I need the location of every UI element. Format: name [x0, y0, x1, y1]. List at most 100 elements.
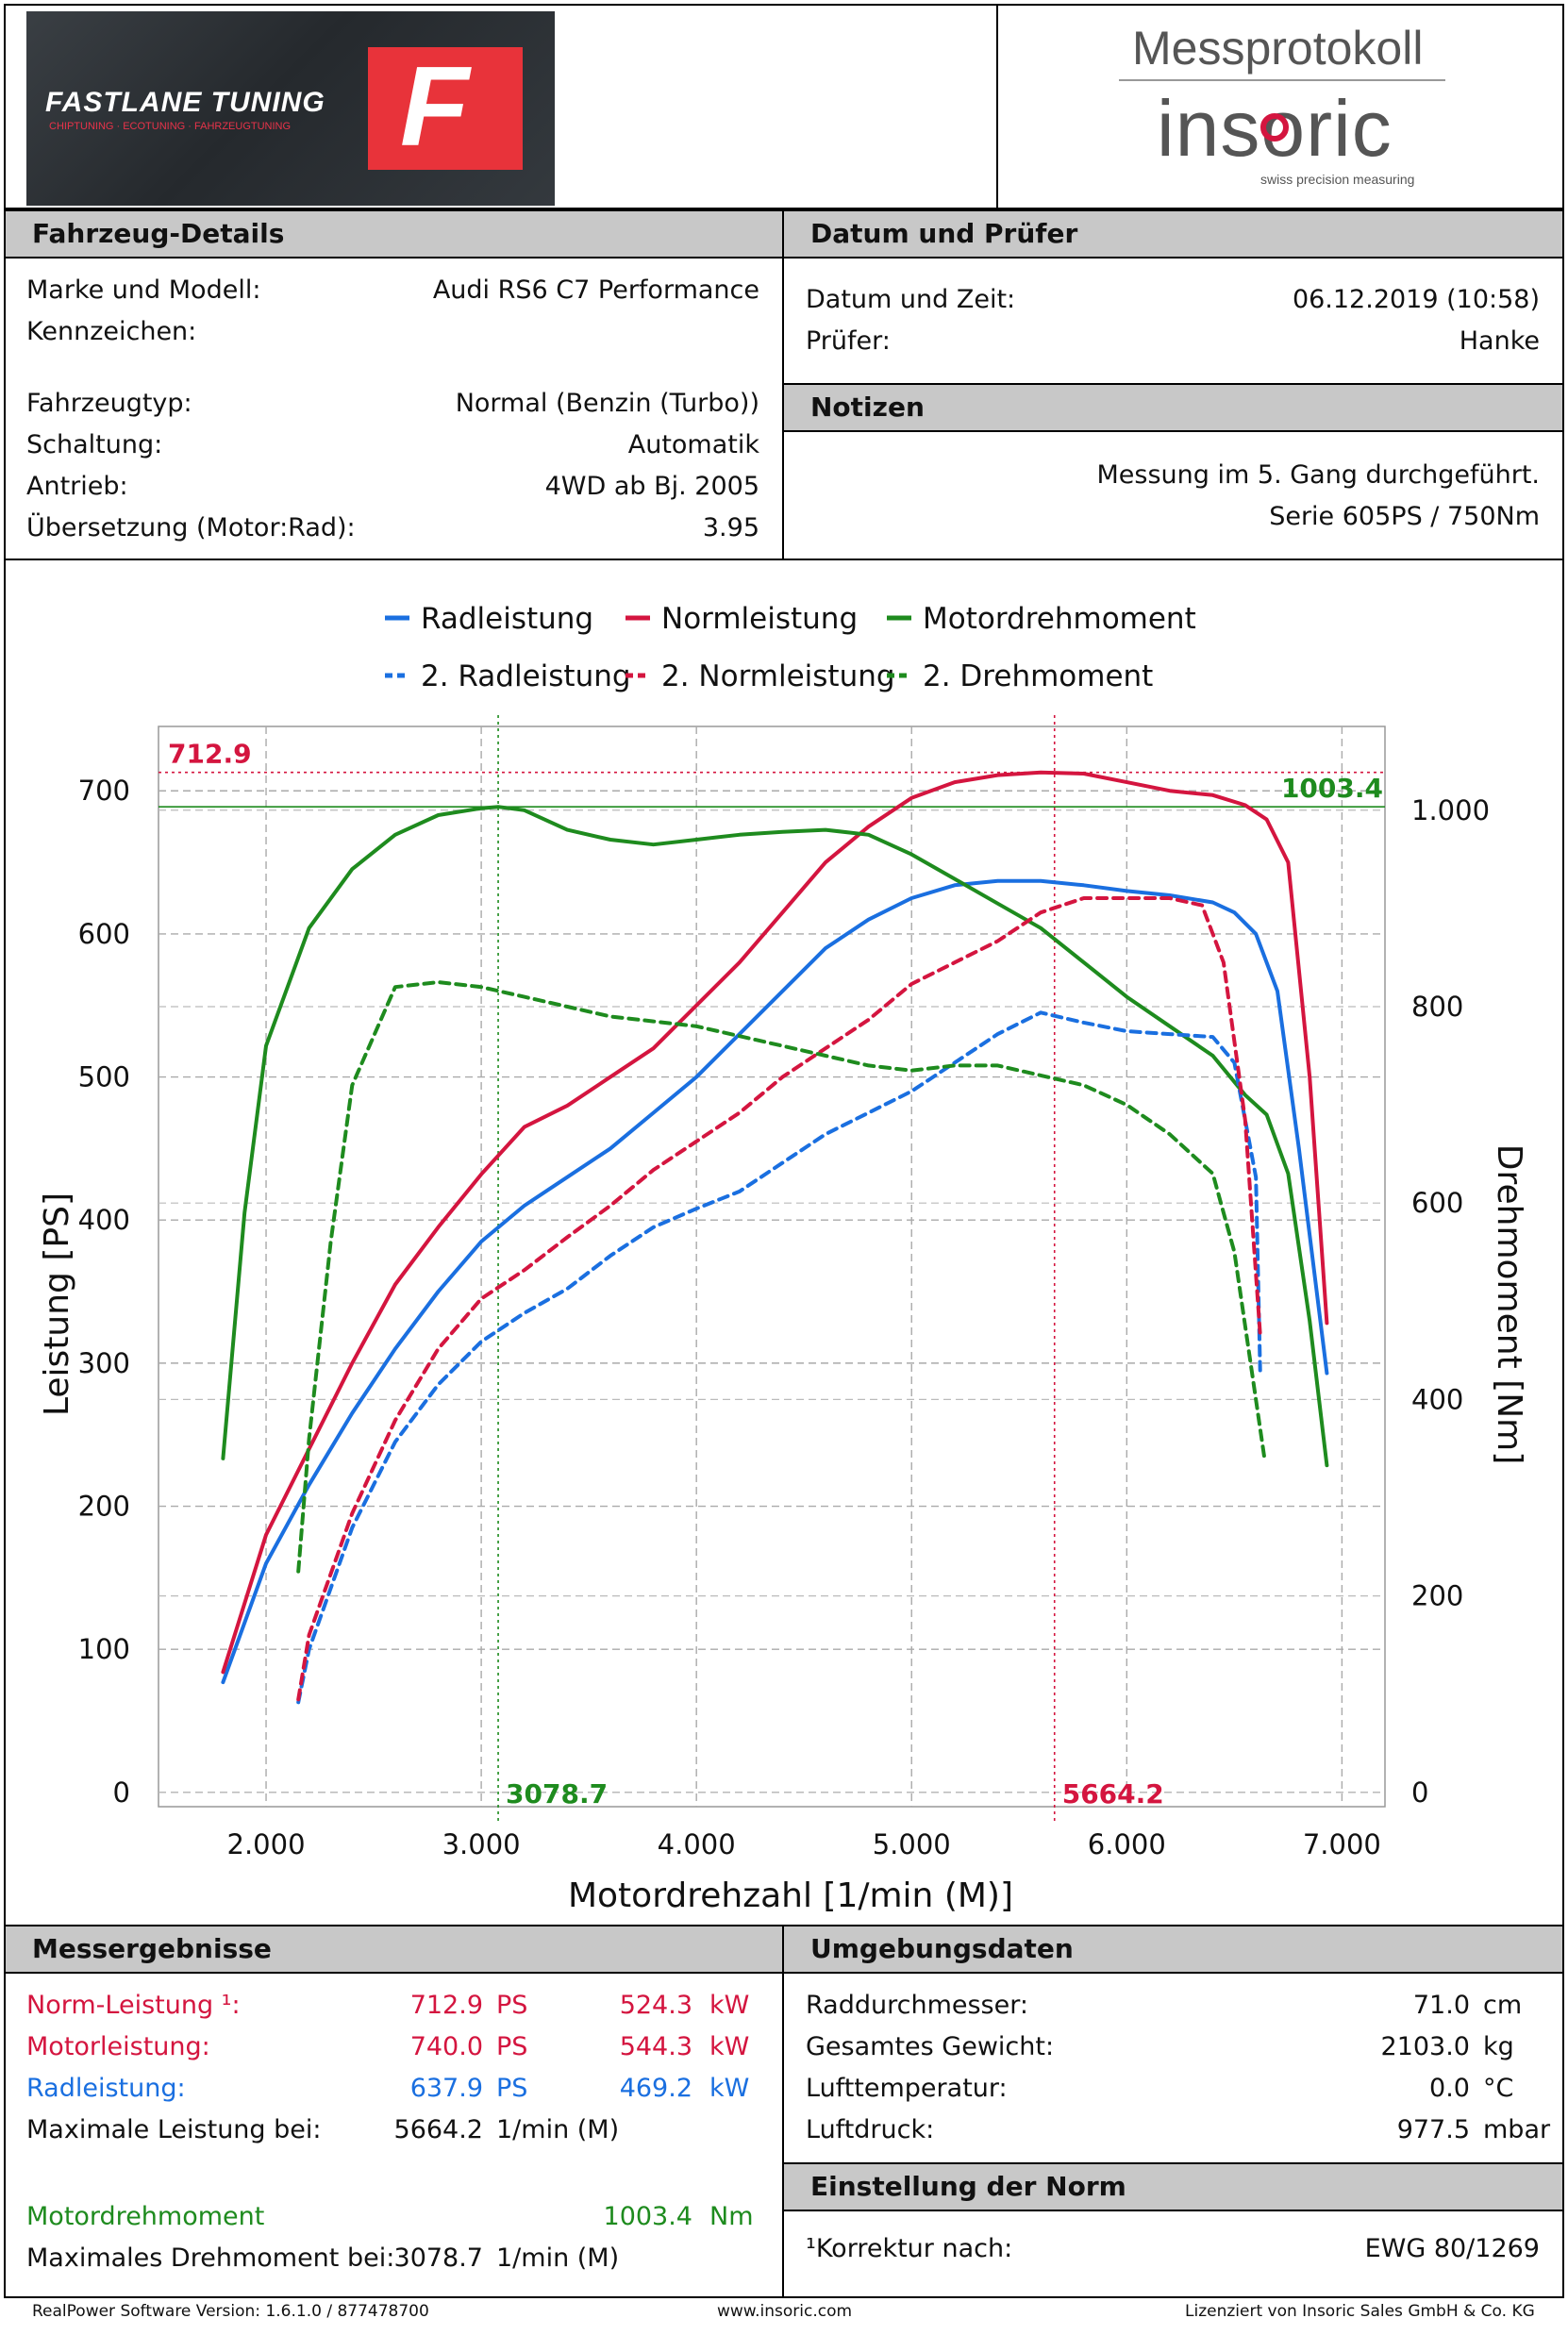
max-power-rpm-unit: 1/min (M): [496, 2115, 620, 2144]
legend-label: 2. Drehmoment: [923, 659, 1153, 693]
env-label: Gesamtes Gewicht:: [806, 2032, 1055, 2061]
header-divider: [996, 4, 998, 209]
y2-tick-label: 0: [1411, 1776, 1428, 1809]
wheel-power-ps: 637.9: [409, 2074, 483, 2103]
vehicle-label: Übersetzung (Motor:Rad):: [26, 513, 356, 542]
norm-setting-label: ¹Korrektur nach:: [806, 2234, 1013, 2263]
wheel-power-label: Radleistung:: [26, 2074, 186, 2103]
wheel-power-kw-unit: kW: [709, 2074, 750, 2103]
series-2-radleistung-line: [296, 1010, 1262, 1705]
vehicle-divider: [782, 209, 784, 560]
x-tick-label: 3.000: [442, 1828, 521, 1860]
vehicle-value: 4WD ab Bj. 2005: [544, 472, 759, 501]
norm-power-ps-unit: PS: [496, 1991, 528, 2020]
y-tick-label: 500: [78, 1061, 130, 1093]
series-2-drehmoment-line: [296, 980, 1267, 1574]
env-value: 71.0: [1412, 1991, 1470, 2020]
series-radleistung-line: [221, 878, 1329, 1685]
env-value: 2103.0: [1380, 2032, 1470, 2061]
env-unit: °C: [1483, 2074, 1514, 2103]
y-tick-label: 600: [78, 918, 130, 950]
env-unit: mbar: [1483, 2115, 1551, 2144]
examiner-value: Hanke: [1459, 326, 1540, 356]
max-torque-rpm-unit: 1/min (M): [496, 2243, 620, 2273]
torque-unit: Nm: [709, 2202, 754, 2231]
notes-line: Messung im 5. Gang durchgeführt.: [1096, 460, 1540, 490]
notes-header: Notizen: [784, 383, 1562, 432]
vehicle-label: Kennzeichen:: [26, 317, 197, 346]
tuner-logo: FASTLANE TUNING CHIPTUNING · ECOTUNING ·…: [26, 11, 555, 206]
y-tick-label: 700: [78, 775, 130, 807]
vehicle-value: Automatik: [627, 430, 759, 459]
wheel-power-ps-unit: PS: [496, 2074, 528, 2103]
max-power-rpm-value: 5664.2: [393, 2115, 483, 2144]
x-tick-label: 4.000: [658, 1828, 736, 1860]
motor-power-kw: 544.3: [619, 2032, 692, 2061]
examiner-label: Prüfer:: [806, 326, 891, 356]
footer-website[interactable]: www.insoric.com: [717, 2302, 853, 2321]
motor-power-ps: 740.0: [409, 2032, 483, 2061]
legend-label: Motordrehmoment: [923, 602, 1196, 636]
env-unit: cm: [1483, 1991, 1523, 2020]
notes-line: Serie 605PS / 750Nm: [1269, 502, 1540, 531]
tuner-mark-letter: F: [400, 43, 470, 170]
norm-power-kw-unit: kW: [709, 1991, 750, 2020]
vehicle-label: Fahrzeugtyp:: [26, 389, 192, 418]
norm-setting-header: Einstellung der Norm: [784, 2162, 1562, 2211]
env-value: 0.0: [1429, 2074, 1470, 2103]
y-tick-label: 200: [78, 1491, 130, 1523]
doc-title: Messprotokoll: [1132, 22, 1424, 75]
x-tick-label: 5.000: [873, 1828, 951, 1860]
date-label: Datum und Zeit:: [806, 285, 1016, 314]
y2-tick-label: 600: [1411, 1187, 1463, 1219]
y-tick-label: 400: [78, 1204, 130, 1236]
x-axis-title: Motordrehzahl [1/min (M)]: [568, 1876, 1013, 1915]
insoric-dot-icon: [1260, 113, 1289, 142]
date-examiner-header: Datum und Prüfer: [784, 211, 1562, 259]
date-value: 06.12.2019 (10:58): [1292, 285, 1540, 314]
env-label: Lufttemperatur:: [806, 2074, 1008, 2103]
env-value: 977.5: [1396, 2115, 1470, 2144]
torque-value: 1003.4: [603, 2202, 692, 2231]
env-unit: kg: [1483, 2032, 1514, 2061]
legend-label: Radleistung: [421, 602, 593, 636]
results-header: Messergebnisse: [6, 1926, 782, 1974]
motor-power-kw-unit: kW: [709, 2032, 750, 2061]
legend-label: Normleistung: [661, 602, 858, 636]
norm-power-kw: 524.3: [619, 1991, 692, 2020]
motor-power-label: Motorleistung:: [26, 2032, 210, 2061]
max-power-rpm-label: 5664.2: [1062, 1778, 1164, 1810]
series-motordrehmoment-line: [221, 805, 1329, 1468]
header-frame: [4, 4, 1564, 209]
norm-setting-value: EWG 80/1269: [1364, 2234, 1540, 2263]
y2-tick-label: 400: [1411, 1383, 1463, 1415]
env-label: Raddurchmesser:: [806, 1991, 1028, 2020]
x-tick-label: 7.000: [1303, 1828, 1381, 1860]
tuner-tagline: CHIPTUNING · ECOTUNING · FAHRZEUGTUNING: [49, 121, 292, 132]
plot-area: [158, 726, 1386, 1808]
norm-power-ps: 712.9: [409, 1991, 483, 2020]
x-tick-label: 2.000: [227, 1828, 306, 1860]
y2-axis-title: Drehmoment [Nm]: [1490, 1144, 1528, 1464]
motor-power-ps-unit: PS: [496, 2032, 528, 2061]
vehicle-label: Antrieb:: [26, 472, 128, 501]
vehicle-header: Fahrzeug-Details: [6, 211, 782, 259]
legend-label: 2. Normleistung: [661, 659, 895, 693]
env-label: Luftdruck:: [806, 2115, 935, 2144]
vehicle-label: Schaltung:: [26, 430, 163, 459]
max-torque-rpm-label: Maximales Drehmoment bei:: [26, 2243, 395, 2273]
results-section: [4, 1925, 1564, 2298]
tuner-name: FASTLANE TUNING: [45, 87, 325, 118]
y-tick-label: 100: [78, 1633, 130, 1665]
y2-tick-label: 1.000: [1411, 794, 1490, 826]
environment-header: Umgebungsdaten: [784, 1926, 1562, 1974]
max-power-value-label: 712.9: [168, 739, 252, 770]
max-torque-value-label: 1003.4: [1281, 773, 1383, 804]
norm-power-label: Norm-Leistung ¹:: [26, 1991, 241, 2020]
vehicle-value: 3.95: [702, 513, 759, 542]
vehicle-value: Audi RS6 C7 Performance: [432, 275, 759, 305]
torque-label: Motordrehmoment: [26, 2202, 265, 2231]
legend-label: 2. Radleistung: [421, 659, 631, 693]
title-rule: [1119, 79, 1445, 81]
